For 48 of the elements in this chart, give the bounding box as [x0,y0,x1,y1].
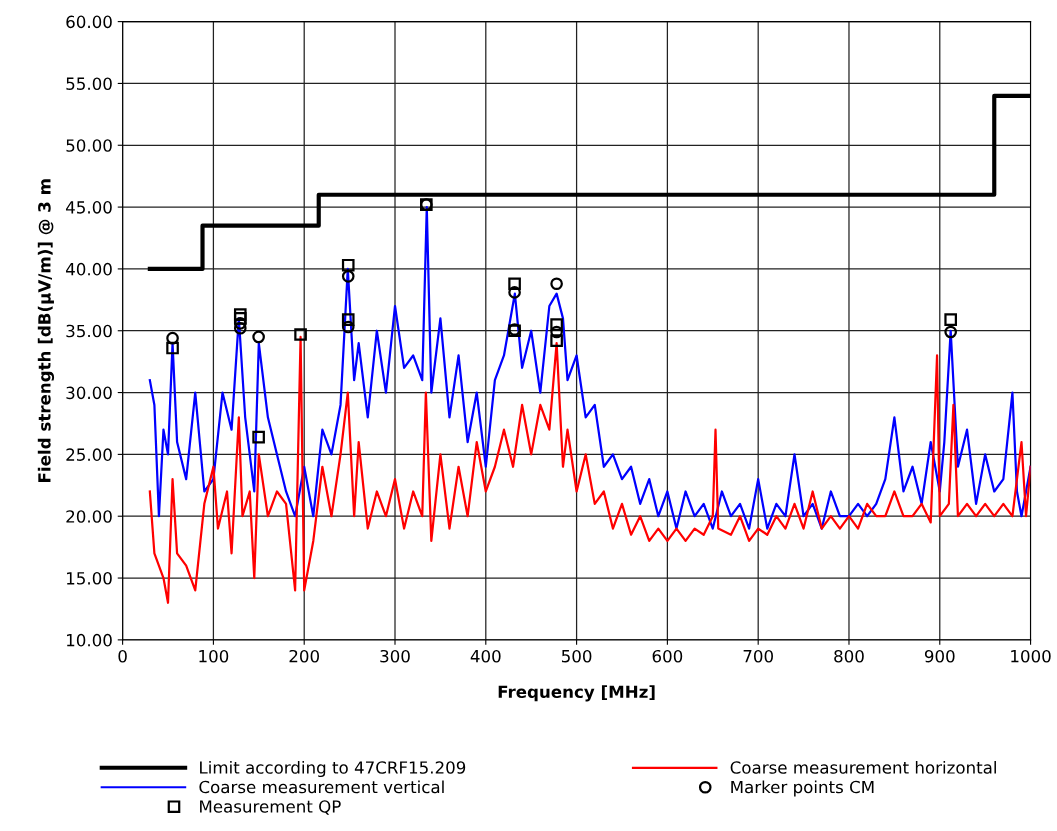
x-tick-label: 400 [470,649,501,663]
point [166,331,179,345]
y-tick-label: 45.00 [65,201,112,214]
y-tick-label: 50.00 [66,139,112,152]
x-tick-label: 500 [561,649,592,663]
point [550,334,563,347]
y-tick-label: 40.00 [65,262,112,276]
point [944,313,957,326]
x-tick-label: 800 [834,649,864,663]
point [550,318,563,331]
legend-label: Coarse measurement vertical [199,780,444,794]
legend-label: Coarse measurement horizontal [730,760,996,774]
x-tick-label: 300 [380,649,410,663]
x-tick-label: 200 [289,649,319,663]
x-tick-label: 900 [924,649,955,663]
point [341,258,355,272]
point [294,328,307,341]
point [944,325,957,339]
point [252,430,265,444]
y-axis-title: Field strength [dB(μV/m)] @ 3 m [37,179,55,482]
y-tick-label: 15.00 [67,572,112,585]
point [508,277,521,291]
x-tick-label: 0 [118,649,127,663]
x-tick-label: 700 [743,649,773,663]
x-tick-label: 100 [199,649,229,663]
point [341,270,355,283]
point [233,312,247,325]
y-tick-label: 55.00 [66,77,112,90]
y-tick-label: 60.00 [66,15,112,29]
x-axis-title: Frequency [MHz] [498,685,655,702]
point [550,277,563,291]
point [341,313,355,326]
x-tick-label: 600 [652,649,683,663]
y-tick-label: 30.00 [66,386,112,400]
point [550,325,563,339]
point [166,341,179,355]
point [341,320,355,334]
legend-label: Measurement QP [200,800,341,815]
y-tick-label: 35.00 [66,324,112,338]
y-tick-label: 10.00 [67,633,112,647]
point [233,308,247,321]
point [508,286,521,299]
x-tick-label: 1000 [1011,649,1051,663]
legend-label: Limit according to 47CRF15.209 [200,760,466,778]
y-tick-label: 25.00 [66,448,112,461]
y-tick-label: 20.00 [66,510,112,523]
legend-label: Marker points CM [731,780,874,797]
point [252,330,265,344]
